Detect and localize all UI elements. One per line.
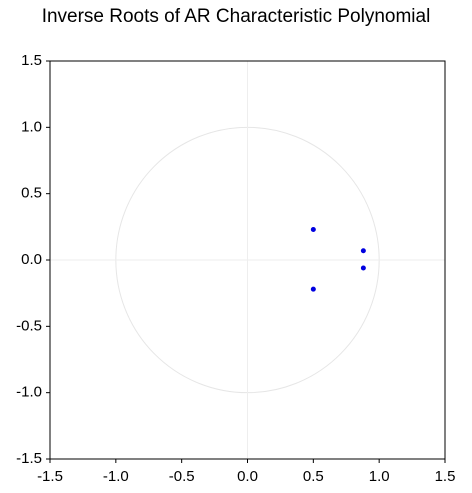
x-tick-label: -1.5 [37, 468, 63, 485]
x-tick-label: -1.0 [103, 468, 129, 485]
y-tick-label: 1.5 [21, 52, 42, 69]
x-tick-label: -0.5 [169, 468, 195, 485]
y-tick-label: 1.0 [21, 118, 42, 135]
root-point [310, 226, 316, 232]
root-point [310, 286, 316, 292]
y-tick-label: -0.5 [16, 317, 42, 334]
x-tick-label: 0.0 [237, 468, 258, 485]
x-tick-label: 1.0 [369, 468, 390, 485]
y-tick-label: 0.0 [21, 251, 42, 268]
chart-title: Inverse Roots of AR Characteristic Polyn… [42, 6, 431, 27]
y-tick-label: 0.5 [21, 185, 42, 202]
y-tick-label: -1.0 [16, 384, 42, 401]
x-tick-label: 1.5 [435, 468, 456, 485]
y-tick-label: -1.5 [16, 450, 42, 467]
root-point [360, 248, 366, 254]
x-tick-label: 0.5 [303, 468, 324, 485]
root-point [360, 265, 366, 271]
